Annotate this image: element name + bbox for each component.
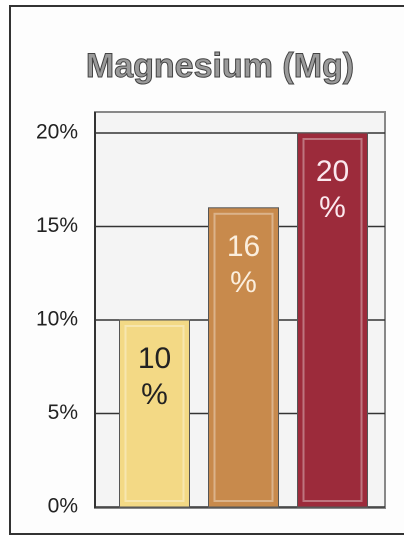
- value-label: 16%: [227, 230, 260, 299]
- y-tick-label: 5%: [48, 401, 78, 424]
- bar-bevel: [302, 138, 363, 502]
- value-label: 10%: [138, 342, 171, 411]
- bar-bevel: [124, 325, 185, 502]
- bar: [119, 319, 190, 508]
- chart-title: Magnesium (Mg): [86, 47, 354, 85]
- bar-bevel: [213, 212, 274, 503]
- y-tick-label: 10%: [36, 308, 78, 331]
- y-tick-label: 0%: [48, 495, 78, 518]
- y-tick-label: 20%: [36, 121, 78, 144]
- bar: [208, 207, 279, 508]
- y-tick-label: 15%: [36, 214, 78, 237]
- value-label: 20%: [316, 155, 349, 224]
- bar: [297, 132, 368, 508]
